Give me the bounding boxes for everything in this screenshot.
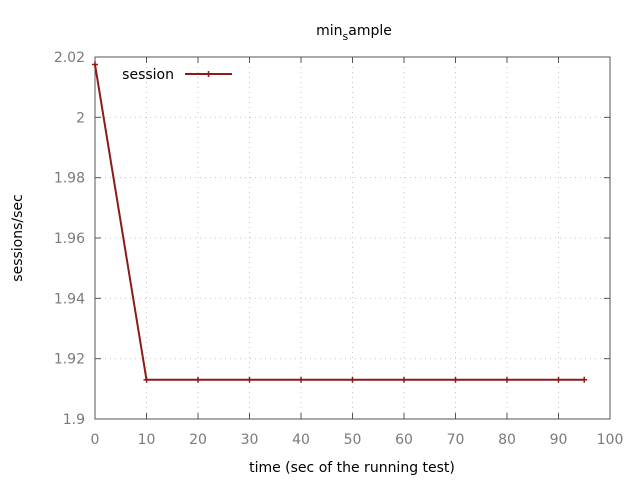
x-tick-label: 50 — [344, 432, 362, 448]
y-tick-label: 2.02 — [54, 50, 85, 66]
x-tick-label: 10 — [138, 432, 156, 448]
y-axis-title: sessions/sec — [10, 194, 26, 281]
legend-marker-session — [205, 71, 212, 77]
legend: session — [122, 67, 232, 83]
y-tick-label: 1.94 — [54, 291, 85, 307]
x-tick-label: 90 — [550, 432, 568, 448]
x-tick-label: 100 — [597, 432, 624, 448]
data-point — [581, 376, 588, 383]
series-line-session — [94, 64, 585, 381]
data-point — [298, 376, 304, 383]
y-tick-label: 1.98 — [54, 171, 85, 187]
chart-title: minsample — [316, 23, 392, 43]
x-tick-label: 40 — [292, 432, 310, 448]
y-tick-label: 1.9 — [63, 412, 85, 428]
data-point — [401, 376, 407, 383]
data-point — [452, 376, 459, 383]
x-tick-label: 70 — [447, 432, 465, 448]
data-point — [555, 376, 562, 383]
data-point — [195, 376, 201, 383]
y-tick-label: 1.92 — [54, 352, 85, 368]
chart-title-subscript: s — [343, 30, 349, 43]
x-tick-label: 60 — [395, 432, 413, 448]
data-point — [143, 376, 150, 383]
y-tick-label: 2 — [76, 110, 85, 126]
data-point — [92, 61, 98, 68]
x-tick-label: 20 — [189, 432, 207, 448]
chart-title-main: min — [316, 23, 342, 39]
chart-title-rest: ample — [348, 23, 392, 39]
x-tick-label: 0 — [91, 432, 100, 448]
grid — [94, 56, 611, 420]
x-tick-label: 80 — [498, 432, 516, 448]
series-area — [92, 61, 588, 383]
data-point — [246, 376, 253, 383]
data-point — [504, 376, 510, 383]
legend-label-session: session — [122, 67, 174, 83]
data-point — [349, 376, 356, 383]
y-tick-label: 1.96 — [54, 231, 85, 247]
x-axis-title: time (sec of the running test) — [249, 460, 455, 476]
x-tick-label: 30 — [241, 432, 259, 448]
axis-ticks: 0 10 20 30 40 50 60 70 80 90 100 1.9 1.92 1.94 1.96 1.9… — [54, 50, 624, 448]
